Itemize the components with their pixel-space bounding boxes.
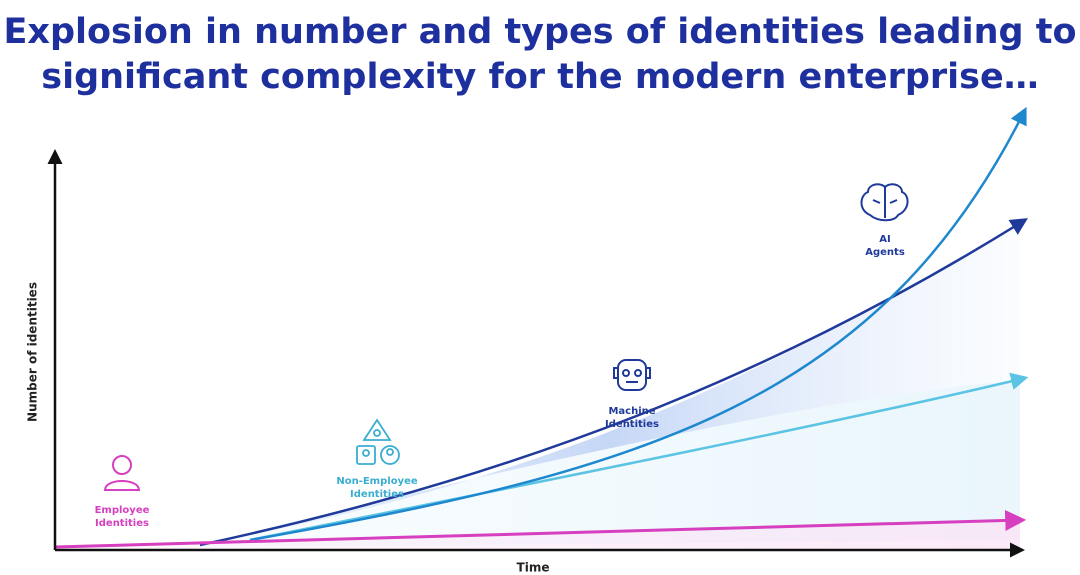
employee-icon: [103, 455, 141, 491]
y-axis-label: Number of identities: [26, 282, 40, 422]
ai-icon: [860, 183, 909, 222]
node-label: Employee: [95, 505, 150, 516]
x-axis-label: Time: [517, 561, 550, 575]
curve: [199, 218, 1028, 547]
curve: [249, 106, 1027, 542]
node-label: Agents: [865, 247, 905, 258]
node-label: AI: [879, 234, 890, 245]
title-line: significant complexity for the modern en…: [41, 57, 1039, 97]
non-employee-icon: [356, 418, 400, 465]
curve: [54, 509, 1027, 549]
area: [200, 225, 1020, 545]
node-label: Machine: [608, 406, 655, 417]
node-label: Identities: [95, 518, 149, 529]
node-label: Identities: [605, 419, 659, 430]
title-line: Explosion in number and types of identit…: [3, 12, 1076, 52]
node-label: Identities: [350, 489, 404, 500]
machine-icon: [613, 359, 651, 391]
node-label: Non-Employee: [336, 476, 418, 487]
area: [200, 380, 1020, 548]
curve: [249, 372, 1029, 542]
